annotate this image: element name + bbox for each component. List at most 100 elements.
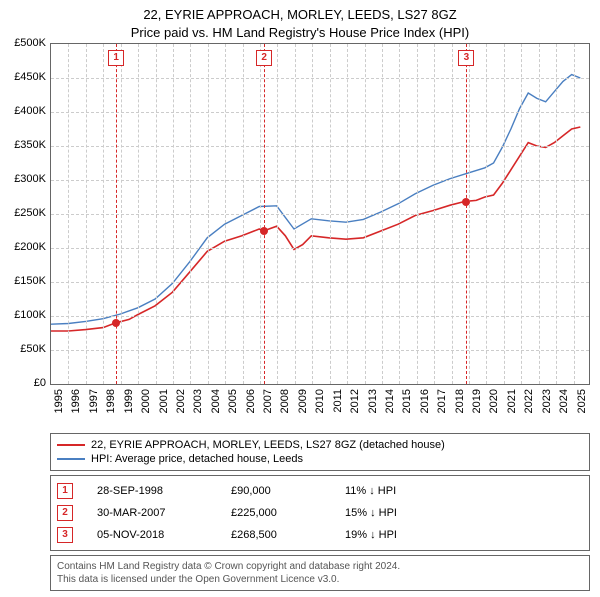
y-tick-label: £350K	[14, 139, 46, 151]
gridline-v	[277, 44, 278, 384]
gridline-v	[574, 44, 575, 384]
x-tick-label: 2001	[158, 389, 170, 413]
legend-swatch	[57, 444, 85, 446]
y-axis: £0£50K£100K£150K£200K£250K£300K£350K£400…	[0, 43, 50, 383]
x-tick-label: 1997	[88, 389, 100, 413]
x-tick-label: 1996	[70, 389, 82, 413]
gridline-h	[51, 112, 589, 113]
series-property	[51, 127, 580, 331]
x-tick-label: 2021	[506, 389, 518, 413]
gridline-v	[365, 44, 366, 384]
x-tick-label: 2016	[419, 389, 431, 413]
legend-label: HPI: Average price, detached house, Leed…	[91, 453, 303, 465]
footer-line-2: This data is licensed under the Open Gov…	[57, 573, 583, 586]
x-tick-label: 2019	[471, 389, 483, 413]
x-tick-label: 2006	[245, 389, 257, 413]
sale-point	[112, 319, 120, 327]
event-marker: 2	[256, 50, 272, 66]
gridline-v	[156, 44, 157, 384]
event-row: 230-MAR-2007£225,00015% ↓ HPI	[57, 502, 583, 524]
gridline-v	[452, 44, 453, 384]
x-tick-label: 2012	[349, 389, 361, 413]
sale-point	[462, 198, 470, 206]
gridline-v	[504, 44, 505, 384]
gridline-v	[225, 44, 226, 384]
x-tick-label: 1999	[123, 389, 135, 413]
gridline-v	[260, 44, 261, 384]
gridline-v	[243, 44, 244, 384]
x-tick-label: 2004	[210, 389, 222, 413]
event-marker: 3	[57, 527, 73, 543]
legend-row: HPI: Average price, detached house, Leed…	[57, 452, 583, 466]
y-tick-label: £400K	[14, 105, 46, 117]
gridline-v	[295, 44, 296, 384]
gridline-v	[434, 44, 435, 384]
y-tick-label: £200K	[14, 241, 46, 253]
gridline-v	[347, 44, 348, 384]
y-tick-label: £250K	[14, 207, 46, 219]
gridline-v	[190, 44, 191, 384]
x-tick-label: 2020	[488, 389, 500, 413]
x-tick-label: 2024	[558, 389, 570, 413]
y-tick-label: £50K	[20, 343, 46, 355]
event-marker: 3	[458, 50, 474, 66]
gridline-h	[51, 282, 589, 283]
gridline-v	[417, 44, 418, 384]
legend-swatch	[57, 458, 85, 460]
gridline-v	[539, 44, 540, 384]
x-tick-label: 2005	[227, 389, 239, 413]
gridline-v	[312, 44, 313, 384]
gridline-v	[399, 44, 400, 384]
gridline-h	[51, 78, 589, 79]
event-marker: 1	[57, 483, 73, 499]
x-tick-label: 2002	[175, 389, 187, 413]
x-tick-label: 2018	[454, 389, 466, 413]
x-tick-label: 2003	[192, 389, 204, 413]
event-marker: 2	[57, 505, 73, 521]
gridline-v	[556, 44, 557, 384]
gridline-h	[51, 248, 589, 249]
gridline-h	[51, 146, 589, 147]
footer-line-1: Contains HM Land Registry data © Crown c…	[57, 560, 583, 573]
gridline-v	[103, 44, 104, 384]
gridline-v	[121, 44, 122, 384]
y-tick-label: £500K	[14, 37, 46, 49]
gridline-v	[469, 44, 470, 384]
x-tick-label: 2025	[576, 389, 588, 413]
event-line	[264, 44, 265, 384]
event-marker: 1	[108, 50, 124, 66]
event-price: £268,500	[231, 529, 321, 541]
event-price: £225,000	[231, 507, 321, 519]
gridline-v	[208, 44, 209, 384]
event-row: 128-SEP-1998£90,00011% ↓ HPI	[57, 480, 583, 502]
gridline-v	[521, 44, 522, 384]
y-tick-label: £150K	[14, 275, 46, 287]
event-delta: 19% ↓ HPI	[345, 529, 397, 541]
x-tick-label: 2010	[314, 389, 326, 413]
x-tick-label: 2000	[140, 389, 152, 413]
legend-row: 22, EYRIE APPROACH, MORLEY, LEEDS, LS27 …	[57, 438, 583, 452]
x-tick-label: 2023	[541, 389, 553, 413]
x-tick-label: 2013	[367, 389, 379, 413]
plot-area: 1 2 3	[50, 43, 590, 385]
event-row: 305-NOV-2018£268,50019% ↓ HPI	[57, 524, 583, 546]
title-line-1: 22, EYRIE APPROACH, MORLEY, LEEDS, LS27 …	[0, 6, 600, 24]
event-line	[116, 44, 117, 384]
gridline-h	[51, 214, 589, 215]
x-tick-label: 2007	[262, 389, 274, 413]
event-date: 28-SEP-1998	[97, 485, 207, 497]
gridline-v	[382, 44, 383, 384]
y-tick-label: £0	[34, 377, 46, 389]
chart-title: 22, EYRIE APPROACH, MORLEY, LEEDS, LS27 …	[0, 0, 600, 43]
event-delta: 15% ↓ HPI	[345, 507, 397, 519]
x-tick-label: 2022	[523, 389, 535, 413]
legend: 22, EYRIE APPROACH, MORLEY, LEEDS, LS27 …	[50, 433, 590, 471]
gridline-v	[86, 44, 87, 384]
gridline-v	[138, 44, 139, 384]
event-line	[466, 44, 467, 384]
gridline-v	[330, 44, 331, 384]
events-table: 128-SEP-1998£90,00011% ↓ HPI230-MAR-2007…	[50, 475, 590, 551]
event-price: £90,000	[231, 485, 321, 497]
sale-point	[260, 227, 268, 235]
x-tick-label: 2015	[401, 389, 413, 413]
